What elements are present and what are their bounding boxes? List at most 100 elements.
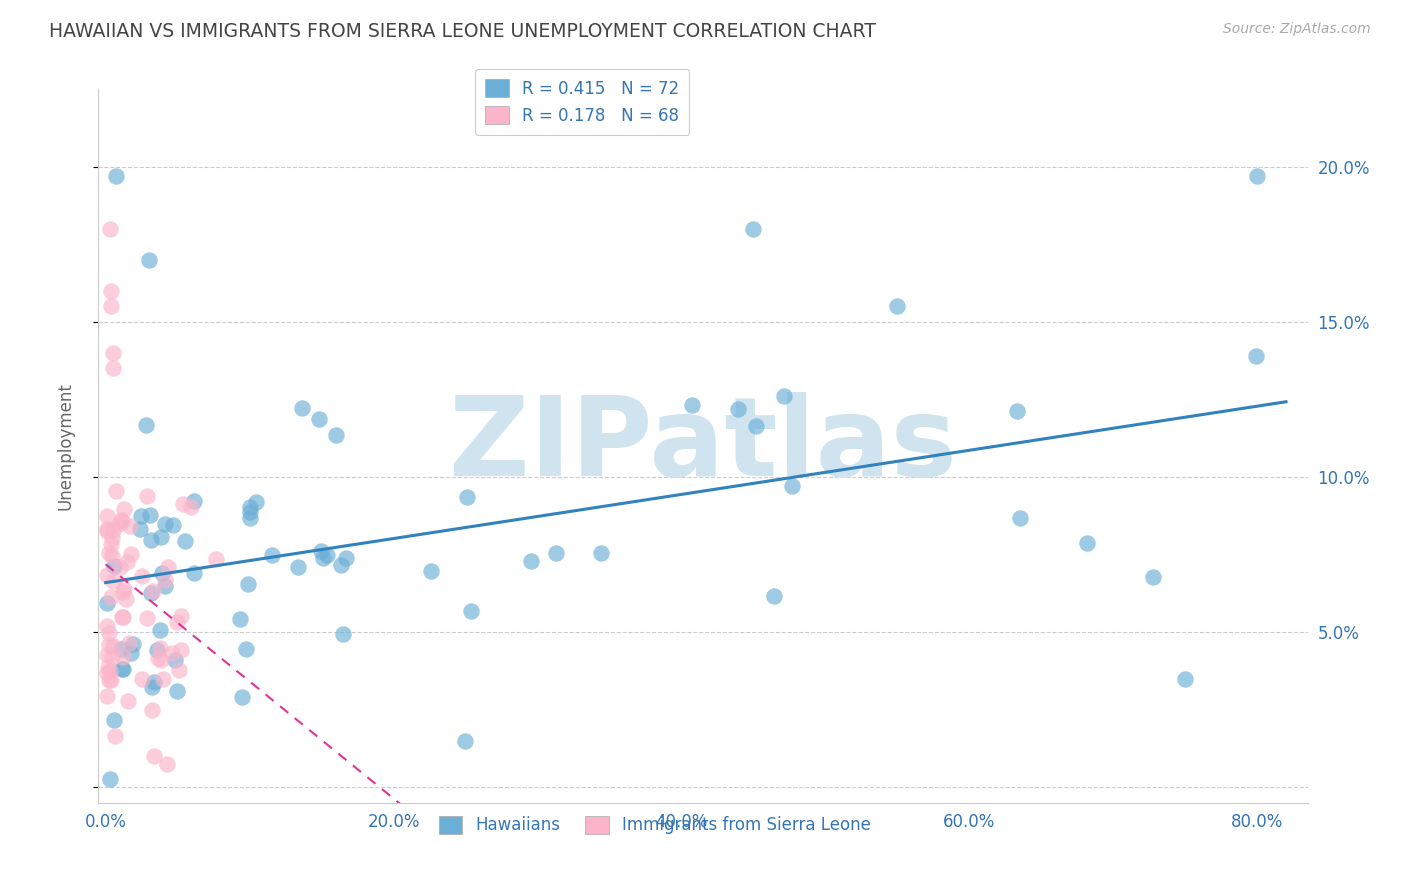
Point <box>111 609 134 624</box>
Point <box>315 548 337 562</box>
Point <box>115 555 138 569</box>
Point <box>142 748 165 763</box>
Point <box>150 530 173 544</box>
Point <box>149 652 172 666</box>
Point <box>170 643 193 657</box>
Point <box>129 509 152 524</box>
Point <box>744 418 766 433</box>
Point <box>156 756 179 771</box>
Point <box>141 703 163 717</box>
Point <box>100 537 122 551</box>
Point <box>1005 404 1028 418</box>
Point <box>332 626 354 640</box>
Point <box>101 346 124 360</box>
Point <box>183 494 205 508</box>
Point <box>96 619 118 633</box>
Point <box>167 664 190 678</box>
Point <box>117 694 139 708</box>
Point <box>97 673 120 688</box>
Point <box>172 497 194 511</box>
Point <box>145 642 167 657</box>
Point <box>110 641 132 656</box>
Point <box>131 672 153 686</box>
Point <box>136 489 159 503</box>
Point <box>1246 169 1268 183</box>
Point <box>111 610 134 624</box>
Point <box>160 646 183 660</box>
Point <box>96 524 118 539</box>
Point <box>100 673 122 688</box>
Point <box>104 169 127 183</box>
Point <box>96 596 118 610</box>
Point <box>681 398 703 412</box>
Point <box>100 772 122 786</box>
Point <box>98 664 121 678</box>
Point <box>780 479 803 493</box>
Point <box>308 412 330 426</box>
Point <box>115 592 138 607</box>
Point <box>239 500 262 514</box>
Point <box>291 401 314 416</box>
Point <box>141 680 163 694</box>
Point <box>101 574 124 588</box>
Point <box>111 662 134 676</box>
Point <box>111 585 134 599</box>
Point <box>155 579 177 593</box>
Point <box>141 533 163 548</box>
Text: ZIPatlas: ZIPatlas <box>449 392 957 500</box>
Point <box>153 574 176 588</box>
Y-axis label: Unemployment: Unemployment <box>56 382 75 510</box>
Point <box>152 672 174 686</box>
Point <box>96 666 118 681</box>
Point <box>101 640 124 654</box>
Point <box>235 641 257 656</box>
Point <box>544 546 567 560</box>
Point <box>287 560 309 574</box>
Point <box>146 651 169 665</box>
Point <box>520 554 543 568</box>
Point <box>245 495 267 509</box>
Point <box>101 523 124 537</box>
Point <box>460 604 482 618</box>
Point <box>120 547 142 561</box>
Point <box>420 564 443 578</box>
Point <box>96 648 118 663</box>
Point <box>100 549 122 564</box>
Point <box>166 684 188 698</box>
Point <box>231 690 253 704</box>
Point <box>131 569 153 583</box>
Point <box>149 641 172 656</box>
Point <box>742 222 765 236</box>
Point <box>118 636 141 650</box>
Point <box>135 418 157 433</box>
Point <box>98 545 121 559</box>
Point <box>112 502 135 516</box>
Point <box>1244 349 1267 363</box>
Point <box>239 510 262 524</box>
Point <box>1142 570 1164 584</box>
Point <box>143 674 166 689</box>
Legend: Hawaiians, Immigrants from Sierra Leone: Hawaiians, Immigrants from Sierra Leone <box>432 809 877 841</box>
Point <box>101 361 124 376</box>
Point <box>139 508 162 522</box>
Point <box>142 583 165 598</box>
Point <box>129 522 152 536</box>
Point <box>763 589 786 603</box>
Point <box>150 566 173 581</box>
Text: HAWAIIAN VS IMMIGRANTS FROM SIERRA LEONE UNEMPLOYMENT CORRELATION CHART: HAWAIIAN VS IMMIGRANTS FROM SIERRA LEONE… <box>49 22 876 41</box>
Point <box>180 500 202 514</box>
Point <box>96 509 118 524</box>
Point <box>104 729 127 743</box>
Point <box>260 548 283 562</box>
Point <box>1008 511 1031 525</box>
Point <box>101 531 124 545</box>
Point <box>773 389 796 403</box>
Point <box>309 544 332 558</box>
Point <box>335 551 357 566</box>
Point <box>183 566 205 580</box>
Point <box>135 611 157 625</box>
Point <box>96 567 118 582</box>
Point <box>110 513 132 527</box>
Point <box>120 519 142 533</box>
Point <box>100 284 122 298</box>
